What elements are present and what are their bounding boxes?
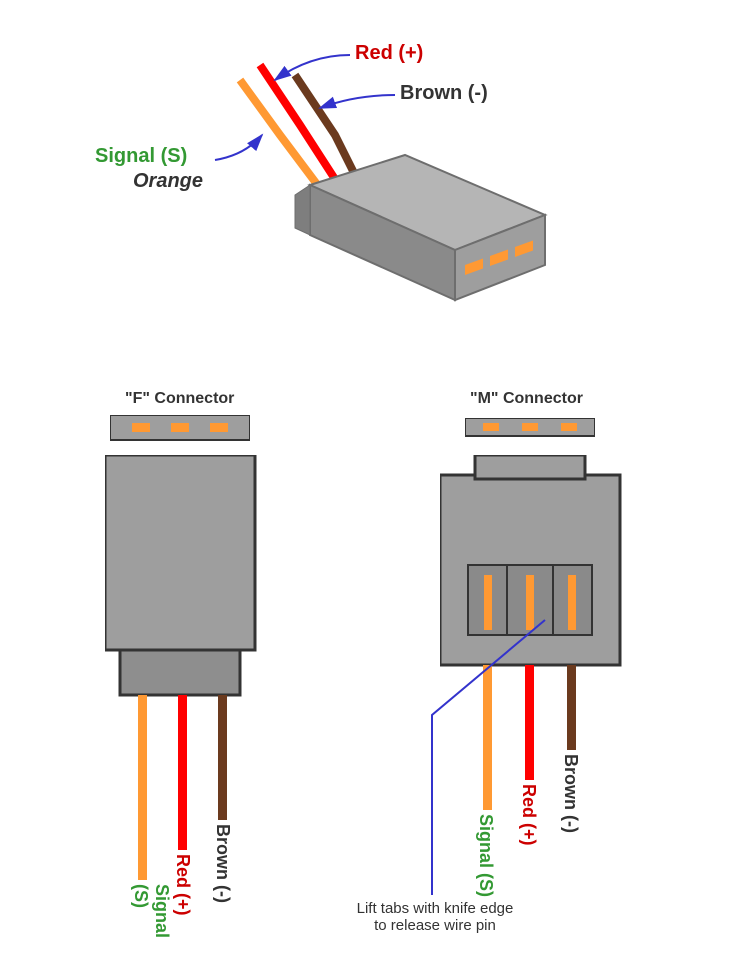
f-brown-label: Brown (-)	[212, 824, 233, 903]
m-wire-red	[525, 665, 534, 780]
m-connector-top	[465, 418, 595, 438]
red-plus-label: Red (+)	[355, 42, 423, 65]
m-connector-body	[440, 455, 625, 685]
f-red-label: Red (+)	[172, 854, 193, 916]
orange-label: Orange	[133, 170, 203, 193]
m-brown-label: Brown (-)	[560, 754, 581, 833]
m-wire-orange	[483, 665, 492, 810]
signal-s-label: Signal (S)	[95, 145, 187, 168]
instruction-line2: to release wire pin	[300, 917, 570, 934]
instruction-line1: Lift tabs with knife edge	[300, 900, 570, 917]
callout-lines	[215, 55, 395, 160]
brown-minus-label: Brown (-)	[400, 82, 488, 105]
f-wire-red	[178, 695, 187, 850]
f-signal-label: Signal (S)	[130, 884, 172, 960]
instruction-text: Lift tabs with knife edge to release wir…	[300, 900, 570, 934]
m-red-label: Red (+)	[518, 784, 539, 846]
f-wire-brown	[218, 695, 227, 820]
m-signal-label: Signal (S)	[475, 814, 496, 897]
f-wire-orange	[138, 695, 147, 880]
f-connector-label: "F" Connector	[125, 390, 234, 408]
m-connector-label: "M" Connector	[470, 390, 583, 408]
f-connector-body	[105, 455, 260, 705]
m-wire-brown	[567, 665, 576, 750]
f-connector-top	[110, 415, 250, 445]
